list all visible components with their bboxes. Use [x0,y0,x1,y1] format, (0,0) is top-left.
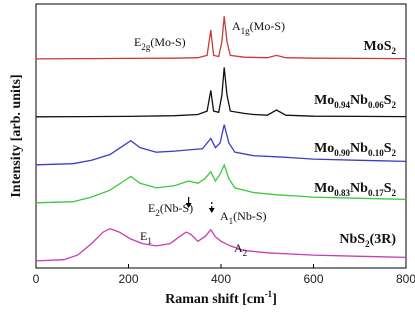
peak-annotation-5: A2 [234,241,247,258]
series-label-part: 2 [365,239,370,249]
a1-nb-s-arrowhead [208,208,215,213]
series-line-1 [35,67,407,118]
x-tick-label: 200 [118,272,138,286]
series-label-part: 2 [392,188,397,198]
annotation-part: (Mo-S) [150,35,185,49]
series-label-part: 2 [392,46,397,56]
peak-annotation-4: E1 [140,229,152,246]
series-label-part: 0.06 [368,100,384,110]
series-label-part: 2 [392,100,397,110]
annotation-part: E [134,35,141,49]
series-line-0 [35,16,407,60]
series-label-3: Mo0.83Nb0.17S2 [314,181,396,198]
x-tick-label: 0 [33,272,40,286]
y-axis-title: Intensity [arb. units] [9,74,24,197]
annotation-part: 1g [241,26,251,36]
annotation-part: 2g [141,42,151,52]
annotation-part: A [220,209,229,223]
series-label-part: 0.90 [334,148,350,158]
series-label-0: MoS2 [364,39,397,56]
peak-annotation-3: A1(Nb-S) [220,209,267,226]
series-line-3 [35,163,407,204]
annotation-part: 1 [229,216,234,226]
series-label-1: Mo0.94Nb0.06S2 [314,93,396,110]
series-label-part: 0.83 [334,188,350,198]
series-label-2: Mo0.90Nb0.10S2 [314,141,396,158]
series-label-part: S [384,181,392,196]
series-label-part: Mo [314,141,334,156]
series-labels: MoS2Mo0.94Nb0.06S2Mo0.90Nb0.10S2Mo0.83Nb… [314,39,396,249]
series-label-part: NbS [339,232,365,247]
annotation-part: 2 [155,208,160,218]
peak-annotation-1: A1g(Mo-S) [232,19,285,36]
peak-annotations: E2g(Mo-S)A1g(Mo-S)E2(Nb-S)A1(Nb-S)E1 A2 [134,19,285,258]
x-axis-ticks: 0 200 400 600 800 [33,264,415,286]
x-tick-label: 800 [396,272,415,286]
series-label-part: 0.17 [368,188,384,198]
annotation-part: (Nb-S) [233,209,266,223]
annotation-part: A [234,241,243,255]
annotation-part: 1 [147,236,152,246]
x-tick-label: 400 [211,272,231,286]
annotation-part: 2 [243,248,248,258]
peak-annotation-2: E2(Nb-S) [148,201,193,218]
series-line-4 [35,227,407,262]
annotation-part: E [148,201,155,215]
series-label-part: S [384,141,392,156]
annotation-part: A [232,19,241,33]
series-label-part: S [384,93,392,108]
series-label-part: Nb [350,93,368,108]
annotation-part: (Mo-S) [250,19,285,33]
series-label-part: MoS [364,39,392,54]
e2-nb-s-arrowhead [185,203,192,208]
annotation-part: E [140,229,147,243]
series-label-part: 0.10 [368,148,384,158]
x-axis-title: Raman shift [cm-1] [165,289,277,307]
series-label-part: 2 [392,148,397,158]
series-label-part: Nb [350,141,368,156]
x-tick-label: 600 [303,272,323,286]
series-label-part: Mo [314,93,334,108]
annotation-part: (Nb-S) [160,201,193,215]
series-label-part: Mo [314,181,334,196]
series-line-2 [35,124,407,166]
series-label-part: 0.94 [334,100,350,110]
series-group [35,16,407,262]
series-label-part: (3R) [370,232,397,247]
series-label-part: Nb [350,181,368,196]
series-label-4: NbS2(3R) [339,232,396,249]
peak-annotation-0: E2g(Mo-S) [134,35,186,52]
